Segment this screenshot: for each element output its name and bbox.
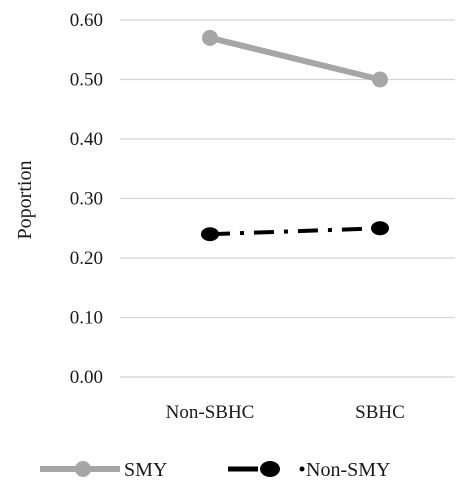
y-axis-label: Poportion xyxy=(14,161,36,240)
x-tick-label: SBHC xyxy=(355,402,405,423)
data-point xyxy=(372,71,388,88)
y-tick-label: 0.50 xyxy=(70,70,103,91)
legend-marker xyxy=(75,461,91,477)
y-tick-label: 0.10 xyxy=(70,308,103,329)
grid-lines xyxy=(120,19,455,378)
y-tick-label: 0.40 xyxy=(70,129,103,150)
y-tick-label: 0.20 xyxy=(70,248,103,269)
y-tick-label: 0.60 xyxy=(70,10,103,31)
x-tick-labels: Non-SBHC SBHC xyxy=(166,402,405,423)
data-point xyxy=(202,29,218,46)
legend-label: SMY xyxy=(124,459,167,481)
data-point xyxy=(201,227,219,242)
x-tick-label: Non-SBHC xyxy=(166,402,255,423)
data-point xyxy=(371,221,389,236)
legend-label: Non-SMY xyxy=(306,459,390,481)
y-tick-label: 0.30 xyxy=(70,189,103,210)
legend-marker xyxy=(260,461,280,477)
y-tick-labels: 0.00 0.10 0.20 0.30 0.40 0.50 0.60 xyxy=(70,10,103,388)
series-lines xyxy=(201,29,389,242)
legend-swatch-dot xyxy=(299,466,305,472)
legend: SMY Non-SMY xyxy=(40,459,390,481)
y-tick-label: 0.00 xyxy=(70,367,103,388)
series-line xyxy=(209,34,381,83)
series-line xyxy=(209,226,381,237)
